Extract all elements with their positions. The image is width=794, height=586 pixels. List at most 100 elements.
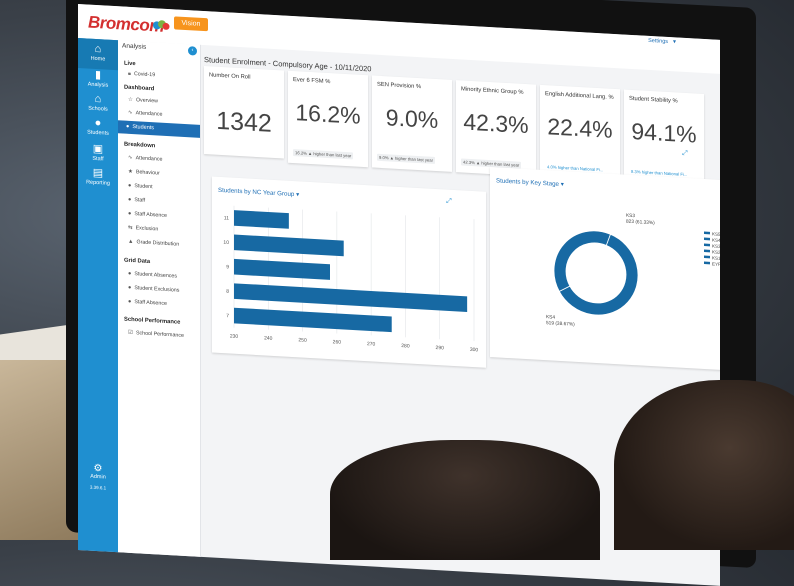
- section-school-performance: School Performance: [124, 316, 181, 326]
- bar: [234, 234, 344, 257]
- report-icon: ▤: [92, 166, 104, 180]
- subnav-item-grade[interactable]: ▲ Grade Distribution: [128, 238, 180, 248]
- subnav-item-gd-staff-absence[interactable]: ● Staff Absence: [128, 298, 167, 307]
- y-tick-label: 9: [226, 264, 229, 270]
- kpi-card-roll[interactable]: Number On Roll 1342: [204, 66, 284, 159]
- kpi-card-fsm[interactable]: Ever 6 FSM % 16.2% 16.2% ▲ higher than l…: [288, 70, 368, 168]
- kpi-value: 9.0%: [385, 104, 439, 134]
- users-icon: ●: [128, 284, 132, 291]
- legend-item: KS2: [712, 249, 720, 254]
- users-icon: ●: [128, 270, 132, 277]
- arrows-icon: ⇆: [128, 224, 133, 232]
- subnav-item-exclusion[interactable]: ⇆ Exclusion: [128, 224, 159, 233]
- subnav-item-covid[interactable]: 🔒︎ Covid-19: [128, 70, 156, 79]
- kpi-value: 16.2%: [295, 99, 361, 129]
- x-tick-label: 230: [230, 333, 239, 339]
- kpi-card-sen[interactable]: SEN Provision % 9.0% 9.0% ▲ higher than …: [372, 75, 452, 172]
- kpi-label: Number On Roll: [209, 72, 251, 81]
- chevron-down-icon[interactable]: ▾: [672, 39, 676, 46]
- star-icon: ★: [128, 168, 133, 176]
- bar-chart-icon: ▮: [94, 68, 102, 82]
- x-tick-label: 250: [298, 337, 307, 343]
- bar: [234, 283, 468, 312]
- subnav-item-school-performance[interactable]: ☑ School Performance: [128, 329, 184, 339]
- slice-data-label: KS4: [546, 314, 555, 321]
- x-tick-label: 300: [470, 347, 479, 353]
- slice-data-label: 823 (61.33%): [626, 219, 655, 227]
- nav-staff[interactable]: ▣ Staff: [78, 142, 118, 163]
- brand-cloud-icon: [153, 20, 170, 30]
- settings-link[interactable]: Settings: [648, 37, 668, 45]
- staff-icon: ▣: [92, 142, 104, 156]
- home-icon: ⌂: [94, 42, 102, 56]
- legend-item: KS3: [712, 243, 720, 248]
- route-icon: ∿: [128, 109, 133, 117]
- legend-item: KS4: [712, 237, 720, 242]
- top-bar: Bromcom Vision Settings ▾: [78, 4, 720, 74]
- kpi-card-ethnic[interactable]: Minority Ethnic Group % 42.3% 42.3% ▲ hi…: [456, 80, 536, 177]
- user-icon: ●: [128, 196, 132, 203]
- legend-swatch: [704, 237, 710, 241]
- nav-reporting[interactable]: ▤ Reporting: [78, 166, 118, 187]
- bar-chart-panel: Students by NC Year Group ▾ ⤢ 230 240 250 2…: [212, 176, 486, 368]
- nav-analysis[interactable]: ▮ Analysis: [78, 68, 118, 89]
- users-icon: ●: [126, 123, 130, 130]
- students-icon: ●: [94, 116, 102, 130]
- y-tick-label: 10: [223, 240, 229, 246]
- kpi-value: 94.1%: [631, 117, 697, 148]
- section-dashboard: Dashboard: [124, 84, 155, 93]
- legend-swatch: [704, 255, 710, 259]
- screen: Bromcom Vision Settings ▾ ⌂ Home ▮ Analy…: [78, 4, 720, 586]
- subnav-item-overview[interactable]: ☆ Overview: [128, 96, 159, 105]
- legend-swatch: [704, 249, 710, 253]
- product-badge[interactable]: Vision: [174, 16, 208, 32]
- expand-icon[interactable]: ⤢: [682, 149, 688, 158]
- subnav-item-bd-attendance[interactable]: ∿ Attendance: [128, 154, 163, 163]
- subnav-item-student-absences[interactable]: ● Student Absences: [128, 270, 178, 280]
- legend-swatch: [704, 231, 710, 235]
- nav-students[interactable]: ● Students: [78, 116, 118, 137]
- slice-data-label: KS3: [626, 213, 635, 220]
- kpi-card-stability[interactable]: Student Stability % 94.1% 8.3% higher th…: [624, 89, 704, 186]
- background-hand-right: [614, 380, 794, 550]
- legend-swatch: [704, 243, 710, 247]
- kpi-label: Ever 6 FSM %: [293, 77, 331, 86]
- kpi-value: 42.3%: [463, 108, 529, 139]
- sub-nav: Analysis ‹ Live 🔒︎ Covid-19 Dashboard ☆ Ov…: [118, 40, 201, 565]
- nav-schools[interactable]: ⌂ Schools: [78, 92, 118, 113]
- kpi-card-eal[interactable]: English Additional Lang. % 22.4% 4.0% hi…: [540, 84, 620, 182]
- x-tick-label: 260: [333, 339, 342, 345]
- donut-slice: [553, 230, 611, 292]
- route-icon: ∿: [128, 154, 133, 162]
- kpi-trend-badge: 9.0% ▲ higher than last year: [377, 153, 435, 164]
- kpi-value: 22.4%: [547, 113, 613, 143]
- collapse-icon[interactable]: ‹: [188, 46, 197, 56]
- nav-home[interactable]: ⌂ Home: [78, 38, 118, 71]
- subnav-item-student-exclusions[interactable]: ● Student Exclusions: [128, 284, 180, 294]
- background-hand-left: [330, 440, 600, 560]
- slice-data-label: 519 (38.67%): [546, 320, 575, 328]
- kpi-value: 1342: [216, 106, 272, 138]
- section-breakdown: Breakdown: [124, 141, 156, 150]
- kpi-trend-badge: 16.2% ▲ higher than last year: [293, 149, 354, 160]
- kpi-label: SEN Provision %: [377, 81, 422, 91]
- bar: [234, 258, 330, 280]
- graduation-cap-icon: ▲: [128, 238, 134, 246]
- subnav-item-staff[interactable]: ● Staff: [128, 196, 146, 204]
- subnav-item-behaviour[interactable]: ★ Behaviour: [128, 168, 160, 177]
- kpi-label: Student Stability %: [629, 95, 678, 105]
- star-icon: ☆: [128, 96, 133, 104]
- legend-item: EYFS: [712, 261, 720, 267]
- x-tick-label: 270: [367, 341, 376, 347]
- section-live: Live: [124, 60, 136, 68]
- user-icon: ●: [128, 210, 132, 217]
- subnav-item-staff-absence[interactable]: ● Staff Absence: [128, 210, 167, 219]
- subnav-item-students[interactable]: ● Students: [118, 120, 200, 138]
- x-tick-label: 290: [436, 345, 445, 351]
- kpi-label: Minority Ethnic Group %: [461, 86, 524, 96]
- nav-admin[interactable]: ⚙ Admin: [78, 462, 118, 481]
- subnav-item-attendance[interactable]: ∿ Attendance: [128, 109, 163, 118]
- subnav-item-student[interactable]: ● Student: [128, 182, 153, 191]
- users-icon: ●: [128, 298, 132, 305]
